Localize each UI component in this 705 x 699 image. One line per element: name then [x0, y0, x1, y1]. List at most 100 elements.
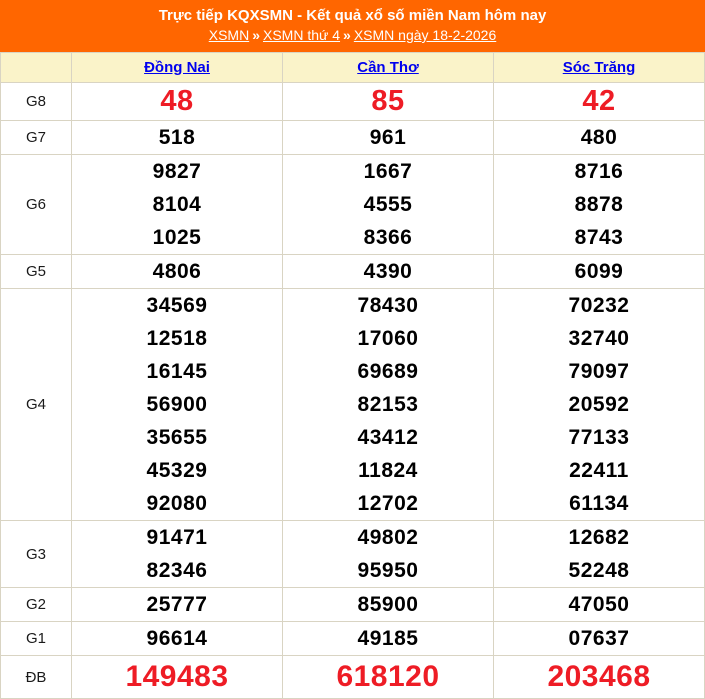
result-cell-g4-col2: 78430 17060 69689 82153 43412 11824 12702 — [282, 288, 494, 521]
breadcrumb-link-xsmn-date[interactable]: XSMN ngày 18-2-2026 — [353, 27, 497, 43]
result-number: 96614 — [146, 627, 208, 650]
prize-label-g7: G7 — [0, 120, 72, 155]
column-header-row: Đồng Nai Cần Thơ Sóc Trăng — [0, 52, 705, 83]
result-number: 25777 — [146, 593, 208, 616]
result-cell-g1-col3: 07637 — [493, 621, 705, 656]
result-number: 78430 — [357, 294, 419, 317]
page-header: Trực tiếp KQXSMN - Kết quả xổ số miền Na… — [0, 0, 705, 52]
result-number: 8104 — [152, 193, 202, 216]
result-number: 79097 — [568, 360, 630, 383]
result-cell-db-col1: 149483 — [71, 655, 283, 699]
prize-label-g3: G3 — [0, 520, 72, 588]
result-cell-g6-col2: 1667 4555 8366 — [282, 154, 494, 255]
prize-row-db: ĐB 149483 618120 203468 — [0, 655, 705, 699]
result-cell-g3-col3: 12682 52248 — [493, 520, 705, 588]
prize-row-g5: G5 4806 4390 6099 — [0, 254, 705, 289]
result-number: 82153 — [357, 393, 419, 416]
prize-label-g1: G1 — [0, 621, 72, 656]
result-cell-g5-col3: 6099 — [493, 254, 705, 289]
result-number: 85900 — [357, 593, 419, 616]
result-number: 43412 — [357, 426, 419, 449]
results-table: Đồng Nai Cần Thơ Sóc Trăng G8 48 85 42 G7 518… — [0, 52, 705, 699]
result-number: 45329 — [146, 459, 208, 482]
province-link-can-tho[interactable]: Cần Thơ — [357, 58, 419, 76]
result-cell-g7-col3: 480 — [493, 120, 705, 155]
result-number: 48 — [160, 85, 194, 117]
result-number: 6099 — [574, 260, 624, 283]
result-cell-g2-col3: 47050 — [493, 587, 705, 622]
result-number: 203468 — [547, 660, 651, 693]
result-number: 20592 — [568, 393, 630, 416]
result-number: 61134 — [569, 492, 629, 515]
result-cell-g3-col1: 91471 82346 — [71, 520, 283, 588]
result-number: 70232 — [568, 294, 630, 317]
result-cell-g8-col2: 85 — [282, 82, 494, 121]
prize-row-g7: G7 518 961 480 — [0, 120, 705, 155]
result-cell-g6-col1: 9827 8104 1025 — [71, 154, 283, 255]
breadcrumb-separator: » — [343, 27, 351, 43]
result-number: 47050 — [568, 593, 630, 616]
page-title: Trực tiếp KQXSMN - Kết quả xổ số miền Na… — [158, 7, 547, 24]
result-cell-g7-col2: 961 — [282, 120, 494, 155]
prize-label-g5: G5 — [0, 254, 72, 289]
result-number: 82346 — [146, 559, 208, 582]
prize-label-g6: G6 — [0, 154, 72, 255]
result-number: 4555 — [363, 193, 413, 216]
prize-row-g6: G6 9827 8104 1025 1667 4555 8366 8716 8878 8743 — [0, 154, 705, 255]
result-number: 4806 — [152, 260, 202, 283]
column-header-can-tho: Cần Thơ — [282, 52, 494, 83]
result-cell-g5-col2: 4390 — [282, 254, 494, 289]
result-cell-g5-col1: 4806 — [71, 254, 283, 289]
result-number: 49802 — [357, 526, 419, 549]
result-number: 49185 — [357, 627, 419, 650]
result-number: 69689 — [357, 360, 419, 383]
result-number: 07637 — [568, 627, 630, 650]
result-number: 52248 — [568, 559, 630, 582]
result-number: 42 — [582, 85, 616, 117]
prize-row-g8: G8 48 85 42 — [0, 82, 705, 121]
result-cell-g1-col2: 49185 — [282, 621, 494, 656]
result-number: 77133 — [568, 426, 630, 449]
result-cell-g4-col3: 70232 32740 79097 20592 77133 22411 61134 — [493, 288, 705, 521]
result-number: 149483 — [125, 660, 229, 693]
breadcrumb: XSMN» XSMN thứ 4» XSMN ngày 18-2-2026 — [0, 26, 705, 45]
prize-row-g3: G3 91471 82346 49802 95950 12682 52248 — [0, 520, 705, 588]
province-link-dong-nai[interactable]: Đồng Nai — [144, 58, 210, 76]
result-number: 35655 — [146, 426, 208, 449]
result-number: 85 — [371, 85, 405, 117]
result-number: 12702 — [357, 492, 419, 515]
result-number: 8716 — [574, 160, 624, 183]
result-cell-g8-col1: 48 — [71, 82, 283, 121]
breadcrumb-link-xsmn-thu-4[interactable]: XSMN thứ 4 — [262, 27, 341, 43]
prize-row-g1: G1 96614 49185 07637 — [0, 621, 705, 656]
result-number: 22411 — [569, 459, 629, 482]
result-cell-g3-col2: 49802 95950 — [282, 520, 494, 588]
column-header-dong-nai: Đồng Nai — [71, 52, 283, 83]
result-number: 17060 — [357, 327, 419, 350]
result-cell-g2-col2: 85900 — [282, 587, 494, 622]
result-number: 1667 — [363, 160, 413, 183]
result-number: 4390 — [363, 260, 413, 283]
result-number: 34569 — [146, 294, 208, 317]
result-number: 91471 — [146, 526, 208, 549]
prize-label-g2: G2 — [0, 587, 72, 622]
result-cell-g6-col3: 8716 8878 8743 — [493, 154, 705, 255]
prize-column-header — [0, 52, 72, 83]
result-cell-g1-col1: 96614 — [71, 621, 283, 656]
result-cell-db-col2: 618120 — [282, 655, 494, 699]
result-cell-g2-col1: 25777 — [71, 587, 283, 622]
result-number: 12682 — [568, 526, 630, 549]
result-number: 32740 — [568, 327, 630, 350]
breadcrumb-separator: » — [252, 27, 260, 43]
breadcrumb-link-xsmn[interactable]: XSMN — [208, 27, 250, 43]
result-number: 11824 — [358, 459, 418, 482]
result-cell-g7-col1: 518 — [71, 120, 283, 155]
result-number: 961 — [369, 126, 407, 149]
result-number: 8366 — [363, 226, 413, 249]
result-number: 618120 — [336, 660, 440, 693]
result-cell-db-col3: 203468 — [493, 655, 705, 699]
prize-row-g4: G4 34569 12518 16145 56900 35655 45329 92080 784… — [0, 288, 705, 521]
province-link-soc-trang[interactable]: Sóc Trăng — [562, 58, 636, 76]
result-number: 16145 — [146, 360, 208, 383]
